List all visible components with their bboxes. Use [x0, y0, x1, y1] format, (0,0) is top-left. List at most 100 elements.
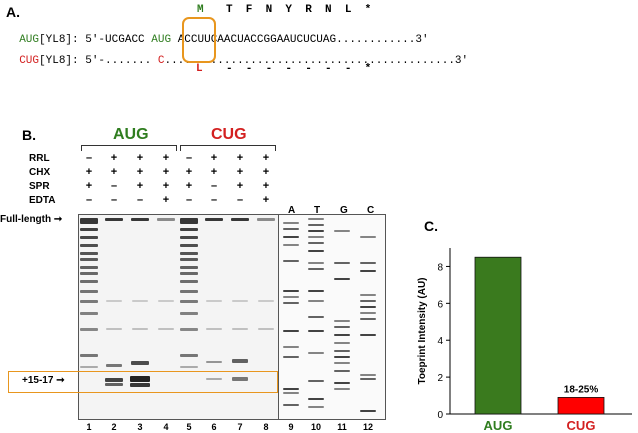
cond-rrl-lane-6: +	[210, 152, 218, 164]
cond-edta-lane-6: –	[210, 194, 218, 206]
stop-band-lane-1-11	[80, 312, 98, 315]
cond-spr-lane-6: –	[210, 180, 218, 192]
group-bracket-cug	[180, 145, 276, 151]
ladder-band-lane-9-6	[283, 290, 299, 292]
ladder-band-lane-9-14	[283, 404, 299, 406]
faint-band-lane-7-2	[232, 328, 248, 330]
toeprint-label: +15-17 ➞	[22, 375, 65, 386]
ladder-band-lane-10-13	[308, 352, 324, 354]
toeprint-band-lane-2-b	[105, 383, 123, 386]
ladder-band-lane-11-4	[334, 320, 350, 322]
aug-start-codon: AUG	[151, 34, 172, 46]
lane-number-12: 12	[362, 422, 373, 432]
ladder-band-lane-12-5	[360, 300, 376, 302]
ladder-band-lane-10-9	[308, 290, 324, 292]
full-length-band-lane-7	[231, 218, 249, 221]
ladder-band-lane-12-7	[360, 312, 376, 314]
cond-edta-lane-2: –	[110, 194, 118, 206]
cond-chx-lane-8: +	[262, 166, 270, 178]
full-length-text: Full-length	[0, 214, 52, 225]
stop-band-lane-5-faint	[180, 366, 198, 368]
stop-band-lane-1-12	[80, 328, 98, 331]
ladder-band-lane-10-1	[308, 218, 324, 220]
full-length-band-lane-3	[131, 218, 149, 221]
lane-number-9: 9	[288, 422, 294, 432]
ladder-band-lane-12-2	[360, 262, 376, 264]
ladder-band-lane-11-9	[334, 356, 350, 358]
ladder-band-lane-10-14	[308, 380, 324, 382]
ladder-band-lane-12-8	[360, 318, 376, 320]
upper-band-lane-7	[232, 359, 248, 363]
ladder-label-g: G	[340, 205, 348, 216]
faint-band-lane-6-2	[206, 328, 222, 330]
ladder-band-lane-9-4	[283, 244, 299, 246]
stop-band-lane-5-11	[180, 312, 198, 315]
ladder-band-lane-10-6	[308, 250, 324, 252]
ladder-band-lane-12-9	[360, 334, 376, 336]
full-length-arrow-icon: ➞	[53, 214, 63, 225]
cug-start-codon-dots: ..	[164, 55, 178, 67]
toeprint-band-lane-6	[206, 378, 222, 380]
cond-chx-lane-2: +	[110, 166, 118, 178]
cond-edta-lane-7: –	[236, 194, 244, 206]
toeprint-text: +15-17	[22, 375, 54, 386]
toeprint-band-lane-3-a	[130, 376, 150, 382]
cug-construct-name: CUG	[19, 55, 40, 67]
cond-spr-lane-1: +	[85, 180, 93, 192]
aug-seq-prefix: 5′-UCGACC	[85, 34, 145, 46]
cond-chx-lane-6: +	[210, 166, 218, 178]
aa-bottom-sequence: - - - - - - - *	[226, 63, 372, 75]
toeprint-bar-chart: 0 2 4 6 8 Toeprint Intensity (AU) AUG CUG 18-25%	[417, 248, 632, 433]
ladder-band-lane-9-2	[283, 228, 299, 230]
ladder-band-lane-10-16	[308, 406, 324, 408]
ladder-band-lane-10-7	[308, 262, 324, 264]
stop-band-lane-1-lower	[80, 354, 98, 357]
toeprint-band-lane-7	[232, 377, 248, 381]
ladder-band-lane-11-1	[334, 230, 350, 232]
cond-spr-lane-5: +	[185, 180, 193, 192]
toeprint-band-lane-2-a	[105, 378, 123, 382]
aa-top-sequence: T F N Y R N L *	[226, 4, 372, 16]
cond-rrl-lane-1: –	[85, 152, 93, 164]
full-length-band-lane-6	[205, 218, 223, 221]
full-length-band-lane-2	[105, 218, 123, 221]
cond-chx-lane-3: +	[136, 166, 144, 178]
y-tick-label-4: 4	[437, 336, 443, 347]
faint-band-lane-2-1	[106, 300, 122, 302]
ladder-band-lane-9-8	[283, 302, 299, 304]
stop-band-lane-1-10	[80, 300, 98, 303]
upper-band-lane-6	[206, 361, 222, 363]
ladder-band-lane-10-8	[308, 268, 324, 270]
cond-spr-lane-3: +	[136, 180, 144, 192]
ladder-band-lane-11-12	[334, 382, 350, 384]
stop-band-lane-5-10	[180, 300, 198, 303]
ladder-band-lane-10-12	[308, 330, 324, 332]
x-category-label-cug: CUG	[567, 418, 596, 433]
cond-rrl-lane-5: –	[185, 152, 193, 164]
ladder-band-lane-12-3	[360, 270, 376, 272]
stop-band-lane-1-3	[80, 244, 98, 247]
aug-seq-end: ............3′	[336, 34, 429, 46]
stop-band-lane-5-4	[180, 252, 198, 255]
ladder-band-lane-12-6	[360, 306, 376, 308]
cond-spr-lane-8: +	[262, 180, 270, 192]
cug-construct-suffix: [YL8]:	[39, 55, 79, 67]
ladder-band-lane-9-9	[283, 330, 299, 332]
stop-band-lane-1-4	[80, 252, 98, 255]
ladder-band-lane-12-11	[360, 378, 376, 380]
aa-start-met: M	[197, 4, 204, 16]
aug-construct-suffix: [YL8]:	[39, 34, 79, 46]
cond-edta-lane-8: +	[262, 194, 270, 206]
stop-band-lane-5-9	[180, 290, 198, 293]
panel-b-label: B.	[22, 127, 36, 143]
ladder-band-lane-10-11	[308, 316, 324, 318]
faint-band-lane-8-1	[258, 300, 274, 302]
stop-band-lane-1-faint	[80, 366, 98, 368]
upper-band-lane-2	[106, 364, 122, 367]
cond-rrl-lane-2: +	[110, 152, 118, 164]
stop-band-lane-1-7	[80, 272, 98, 275]
cug-seq-prefix: 5′-.......	[85, 55, 152, 67]
lane-number-1: 1	[86, 422, 92, 432]
y-axis-label: Toeprint Intensity (AU)	[417, 277, 428, 384]
stop-band-lane-5-8	[180, 280, 198, 283]
